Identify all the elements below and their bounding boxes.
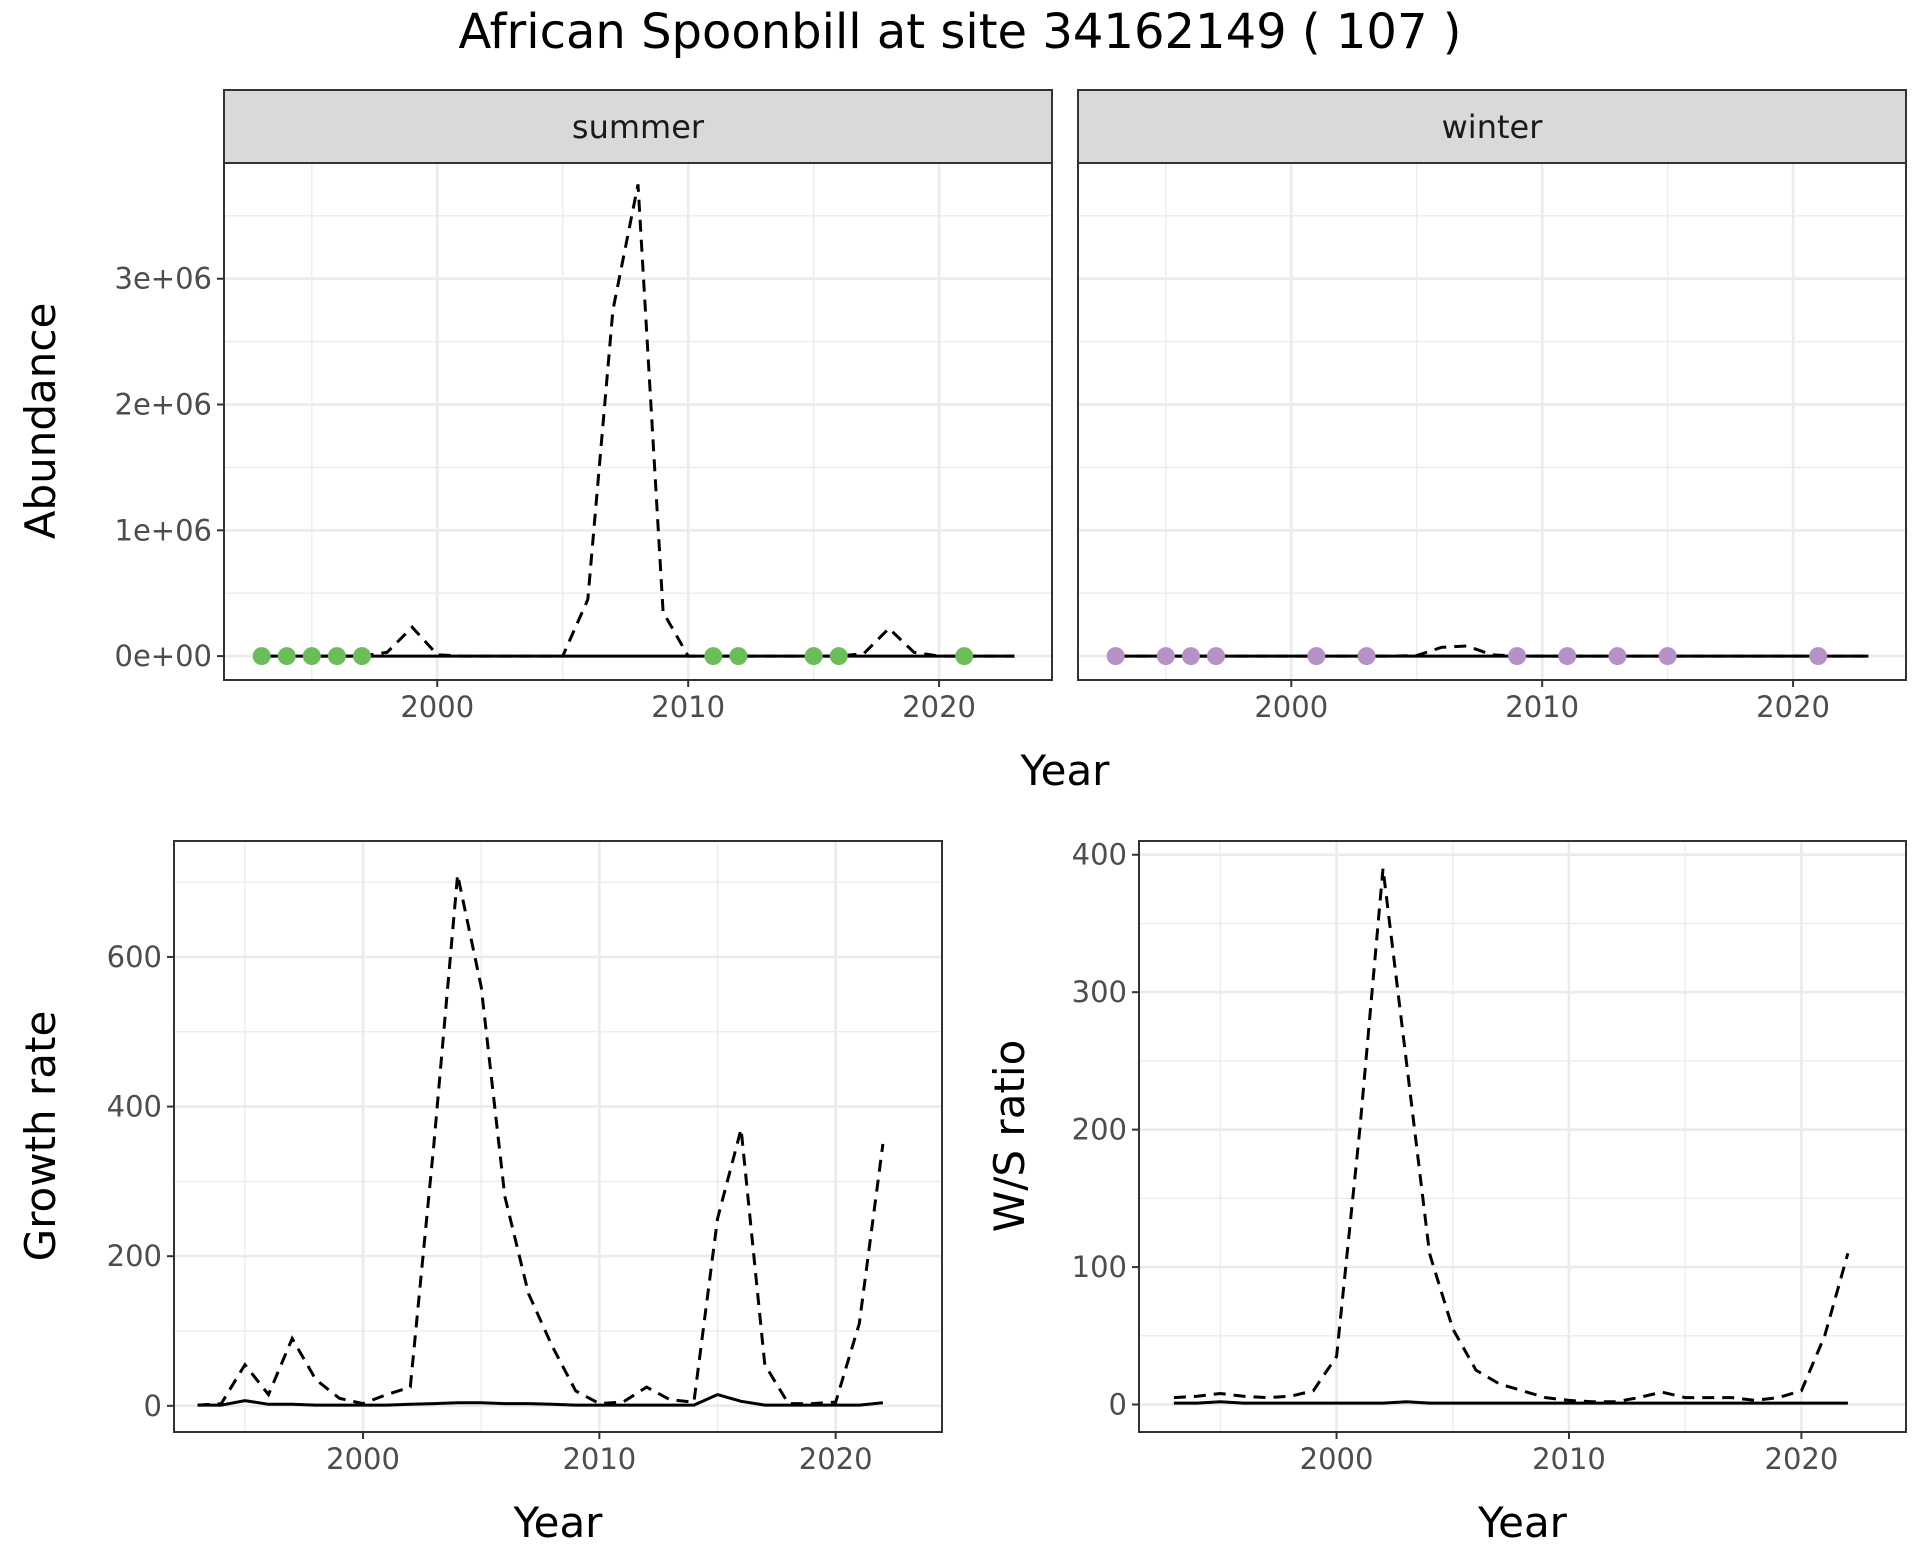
ratio-y-tick-label: 100 — [1072, 1250, 1127, 1284]
abundance-summer-x-tick-label: 2020 — [902, 690, 976, 724]
abundance-summer-observation-point — [277, 647, 296, 666]
abundance-winter-series-dashed — [1115, 644, 1869, 658]
ratio-panel-bg — [1139, 841, 1906, 1432]
ratio-y-axis-title: W/S ratio — [985, 1040, 1034, 1233]
abundance-winter-strip-label: winter — [1442, 108, 1544, 146]
abundance-summer-observation-point — [804, 647, 823, 666]
abundance-winter-observation-point — [1558, 647, 1577, 666]
ratio-x-tick-label: 2020 — [1765, 1442, 1839, 1476]
abundance-x-axis-title: Year — [1020, 746, 1111, 795]
abundance-summer-y-tick-label: 0e+00 — [115, 639, 213, 673]
growth-x-tick-label: 2000 — [326, 1442, 400, 1476]
abundance-summer-strip — [223, 89, 1053, 164]
growth-series-solid — [197, 1393, 884, 1407]
abundance-summer-strip-label: summer — [572, 108, 705, 146]
ws-ratio-chart: 0 100 200 300 400 2000 2010 2020 Year W/S ratio — [985, 838, 1907, 1547]
ratio-y-tick-label: 200 — [1072, 1113, 1127, 1147]
ratio-x-tick-label: 2000 — [1300, 1442, 1374, 1476]
abundance-summer-observation-point — [829, 647, 848, 666]
abundance-summer-y-tick-label: 1e+06 — [115, 513, 213, 547]
growth-y-tick-label: 0 — [144, 1389, 162, 1423]
abundance-summer-observation-point — [704, 647, 723, 666]
ratio-y-tick-label: 300 — [1072, 975, 1127, 1009]
growth-series-dashed — [197, 874, 885, 1407]
abundance-winter-observation-point — [1809, 647, 1828, 666]
abundance-winter-x-tick-label: 2020 — [1756, 690, 1830, 724]
ratio-y-tick-label: 400 — [1072, 838, 1127, 872]
abundance-summer-observation-point — [327, 647, 346, 666]
growth-y-tick-label: 600 — [107, 940, 162, 974]
abundance-summer-x-tick-label: 2000 — [400, 690, 474, 724]
growth-y-tick-label: 400 — [107, 1090, 162, 1124]
ratio-series-solid — [1173, 1400, 1848, 1405]
abundance-winter-x-tick-label: 2000 — [1254, 690, 1328, 724]
abundance-winter-observation-point — [1508, 647, 1527, 666]
abundance-summer-panel-bg — [224, 163, 1052, 680]
growth-x-tick-label: 2020 — [799, 1442, 873, 1476]
abundance-summer-observation-point — [302, 647, 321, 666]
abundance-summer-panel-border — [223, 162, 1053, 681]
growth-x-axis-title: Year — [513, 1498, 604, 1547]
growth-rate-chart: 0 200 400 600 2000 2010 2020 Year Growth rate — [16, 840, 943, 1547]
abundance-summer-observation-point — [955, 647, 974, 666]
abundance-winter-observation-point — [1156, 647, 1175, 666]
figure-title: African Spoonbill at site 34162149 ( 107… — [458, 4, 1461, 60]
growth-y-axis-title: Growth rate — [16, 1011, 65, 1262]
ratio-series-dashed — [1173, 868, 1850, 1404]
ratio-x-tick-label: 2010 — [1532, 1442, 1606, 1476]
growth-x-tick-label: 2010 — [562, 1442, 636, 1476]
growth-panel-border — [173, 840, 943, 1433]
abundance-winter-strip — [1077, 89, 1907, 164]
abundance-winter-observation-point — [1181, 647, 1200, 666]
abundance-chart: summer 0e+00 1e+06 2e+06 3e+06 2000 2010 2020 wi… — [16, 89, 1907, 795]
abundance-y-axis-title: Abundance — [16, 303, 65, 540]
abundance-winter-observation-point — [1106, 647, 1125, 666]
abundance-summer-y-tick-label: 3e+06 — [115, 262, 213, 296]
abundance-winter-observation-point — [1608, 647, 1627, 666]
abundance-summer-observation-point — [353, 647, 371, 666]
abundance-summer-x-tick-label: 2010 — [651, 690, 725, 724]
abundance-summer-observation-point — [252, 647, 271, 666]
abundance-winter-x-tick-label: 2010 — [1505, 690, 1579, 724]
abundance-winter-observation-point — [1307, 647, 1326, 666]
abundance-summer-observation-point — [729, 647, 748, 666]
abundance-summer-series-dashed — [261, 184, 1015, 658]
ratio-x-axis-title: Year — [1477, 1498, 1568, 1547]
abundance-winter-observation-point — [1357, 647, 1376, 666]
ratio-panel-border — [1138, 840, 1907, 1433]
growth-y-tick-label: 200 — [107, 1239, 162, 1273]
growth-panel-bg — [174, 841, 942, 1432]
abundance-winter-panel-bg — [1078, 163, 1906, 680]
abundance-winter-panel-border — [1077, 162, 1907, 681]
abundance-summer-y-tick-label: 2e+06 — [115, 388, 213, 422]
abundance-winter-observation-point — [1658, 647, 1677, 666]
abundance-winter-observation-point — [1207, 647, 1225, 666]
ratio-y-tick-label: 0 — [1109, 1388, 1127, 1422]
